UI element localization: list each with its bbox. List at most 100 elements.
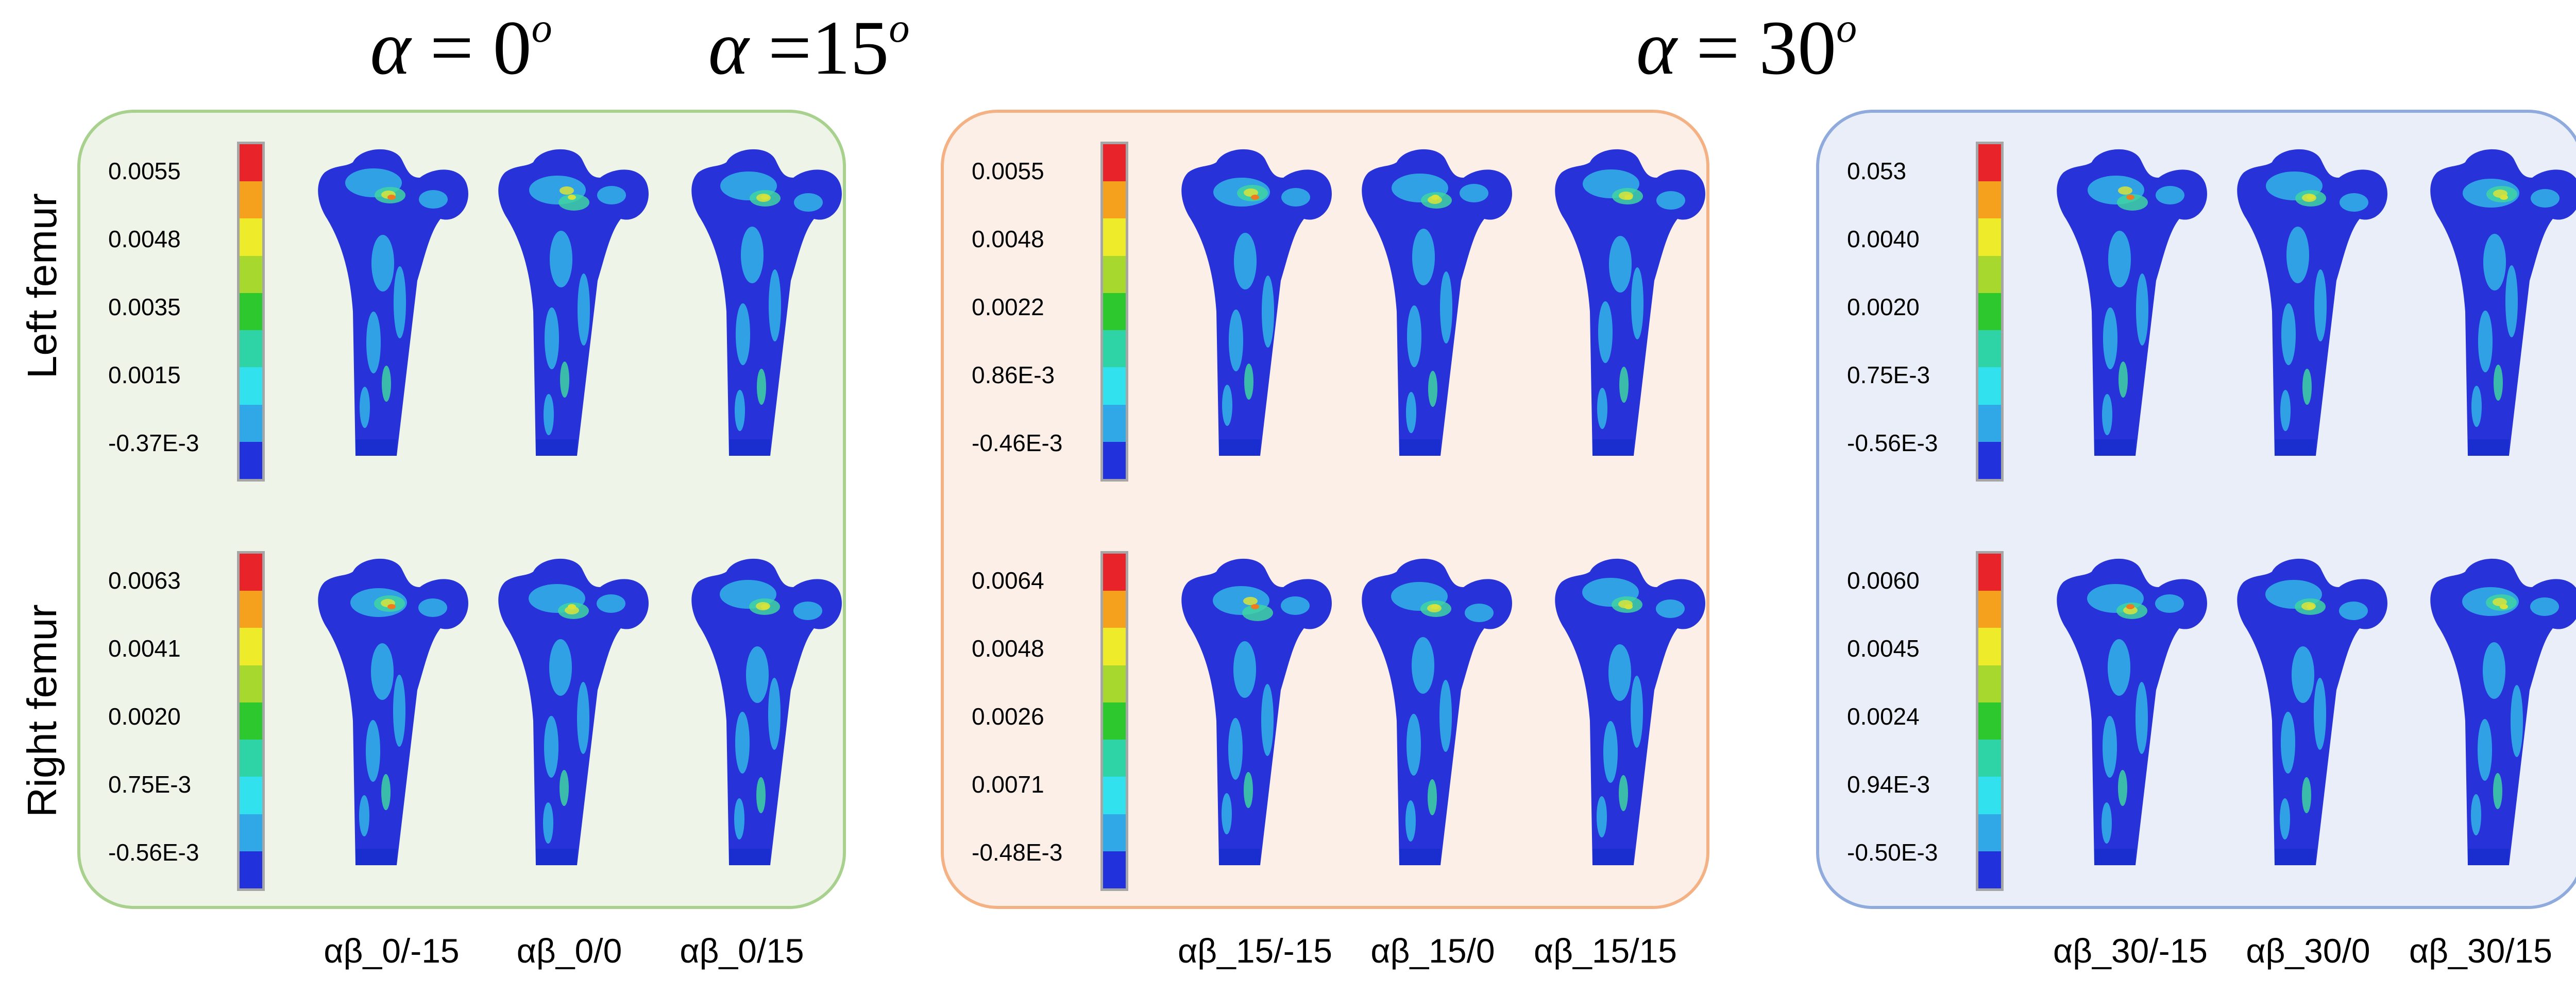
colorbar-segment <box>1103 591 1126 628</box>
femur-body <box>1555 558 1705 865</box>
strain-patch <box>597 186 626 204</box>
colorbar-segment <box>240 144 262 182</box>
scale-value: 0.0040 <box>1847 226 1920 252</box>
strain-patch <box>2292 646 2314 703</box>
alpha-symbol: α <box>708 5 749 91</box>
femur-body <box>1362 149 1512 456</box>
strain-colorbar <box>1976 551 2004 891</box>
strain-patch <box>1407 305 1421 367</box>
scale-value: 0.0035 <box>108 294 181 320</box>
scale-value: -0.37E-3 <box>108 430 199 456</box>
scale-value: 0.94E-3 <box>1847 771 1930 798</box>
scale-value: 0.0015 <box>108 362 181 388</box>
colorbar-segment <box>240 777 262 814</box>
strain-patch <box>2102 802 2112 844</box>
strain-patch <box>794 193 823 212</box>
femur-distal-cut <box>355 849 397 865</box>
femur-model <box>1181 149 1332 456</box>
strain-patch <box>1244 772 1253 808</box>
colorbar-segment <box>240 591 262 628</box>
case-label: αβ_0/0 <box>516 932 622 970</box>
colorbar-segment <box>240 441 262 479</box>
colorbar-segment <box>1103 814 1126 851</box>
colorbar-segment <box>1103 777 1126 814</box>
strain-patch <box>1631 676 1643 748</box>
strain-patch <box>2280 798 2290 839</box>
strain-patch <box>371 643 394 700</box>
femur-model <box>1181 558 1332 865</box>
alpha-symbol: α <box>370 5 411 91</box>
strain-patch <box>1234 233 1257 289</box>
strain-patch <box>597 594 625 613</box>
strain-patch <box>2108 231 2131 287</box>
femur-body <box>318 149 468 456</box>
strain-hotspot <box>2500 195 2508 200</box>
colorbar-segment <box>1978 255 2001 293</box>
colorbar-segment <box>240 293 262 331</box>
femur-distal-cut <box>536 849 577 865</box>
strain-patch <box>735 390 745 431</box>
strain-patch <box>2286 227 2309 283</box>
scale-value: 0.0020 <box>1847 294 1920 320</box>
strain-patch <box>2314 269 2327 341</box>
colorbar-segment <box>1103 330 1126 368</box>
femur-distal-cut <box>2275 439 2316 456</box>
strain-patch <box>2511 685 2523 757</box>
strain-patch <box>543 802 553 844</box>
strain-hotspot <box>1431 195 1439 200</box>
femur-model <box>318 149 468 456</box>
femur-body <box>1555 149 1705 456</box>
strain-patch <box>1603 721 1618 783</box>
scale-value: 0.86E-3 <box>972 362 1055 388</box>
scale-value: 0.0064 <box>972 567 1044 594</box>
colorbar-segment <box>240 702 262 740</box>
strain-patch <box>1656 599 1685 618</box>
strain-hotspot <box>387 604 396 609</box>
strain-patch <box>1412 229 1435 285</box>
strain-patch <box>746 646 769 703</box>
colorbar-segment <box>1103 665 1126 702</box>
colorbar-segment <box>240 740 262 777</box>
colorbar-segment <box>1978 404 2001 442</box>
strain-patch <box>1439 680 1452 752</box>
femur-distal-cut <box>536 439 577 456</box>
strain-patch <box>1222 793 1232 834</box>
strain-hotspot <box>1251 604 1259 609</box>
strain-hotspot <box>761 195 769 200</box>
femur-distal-cut <box>1399 439 1440 456</box>
femur-model <box>2237 558 2387 865</box>
colorbar-segment <box>240 628 262 665</box>
colorbar-segment <box>1978 851 2001 888</box>
strain-patch <box>1460 184 1488 202</box>
colorbar-segment <box>1103 554 1126 591</box>
scale-value: 0.0020 <box>108 703 181 730</box>
strain-patch <box>1406 392 1416 433</box>
strain-patch <box>1281 596 1310 615</box>
colorbar-segment <box>240 181 262 219</box>
strain-patch <box>565 606 579 614</box>
strain-patch <box>366 312 381 373</box>
strain-patch <box>558 194 589 211</box>
strain-patch <box>2103 716 2117 778</box>
femur-model <box>498 558 649 865</box>
strain-hotspot <box>761 604 769 609</box>
strain-hotspot <box>1251 195 1259 200</box>
degree-superscript: o <box>531 6 552 51</box>
strain-colorbar <box>237 142 265 482</box>
strain-patch <box>2314 678 2326 750</box>
strain-patch <box>1228 718 1243 780</box>
strain-patch <box>734 798 744 839</box>
strain-hotspot <box>387 195 396 200</box>
colorbar-segment <box>1103 181 1126 219</box>
scale-value: 0.75E-3 <box>1847 362 1930 388</box>
femur-distal-cut <box>1219 439 1260 456</box>
strain-patch <box>560 770 569 806</box>
femur-distal-cut <box>355 439 397 456</box>
strain-patch <box>366 720 380 782</box>
femur-model <box>318 558 468 865</box>
strain-patch <box>2531 189 2560 208</box>
strain-hotspot <box>568 604 576 609</box>
femur-distal-cut <box>2468 849 2509 865</box>
colorbar-segment <box>1103 218 1126 256</box>
